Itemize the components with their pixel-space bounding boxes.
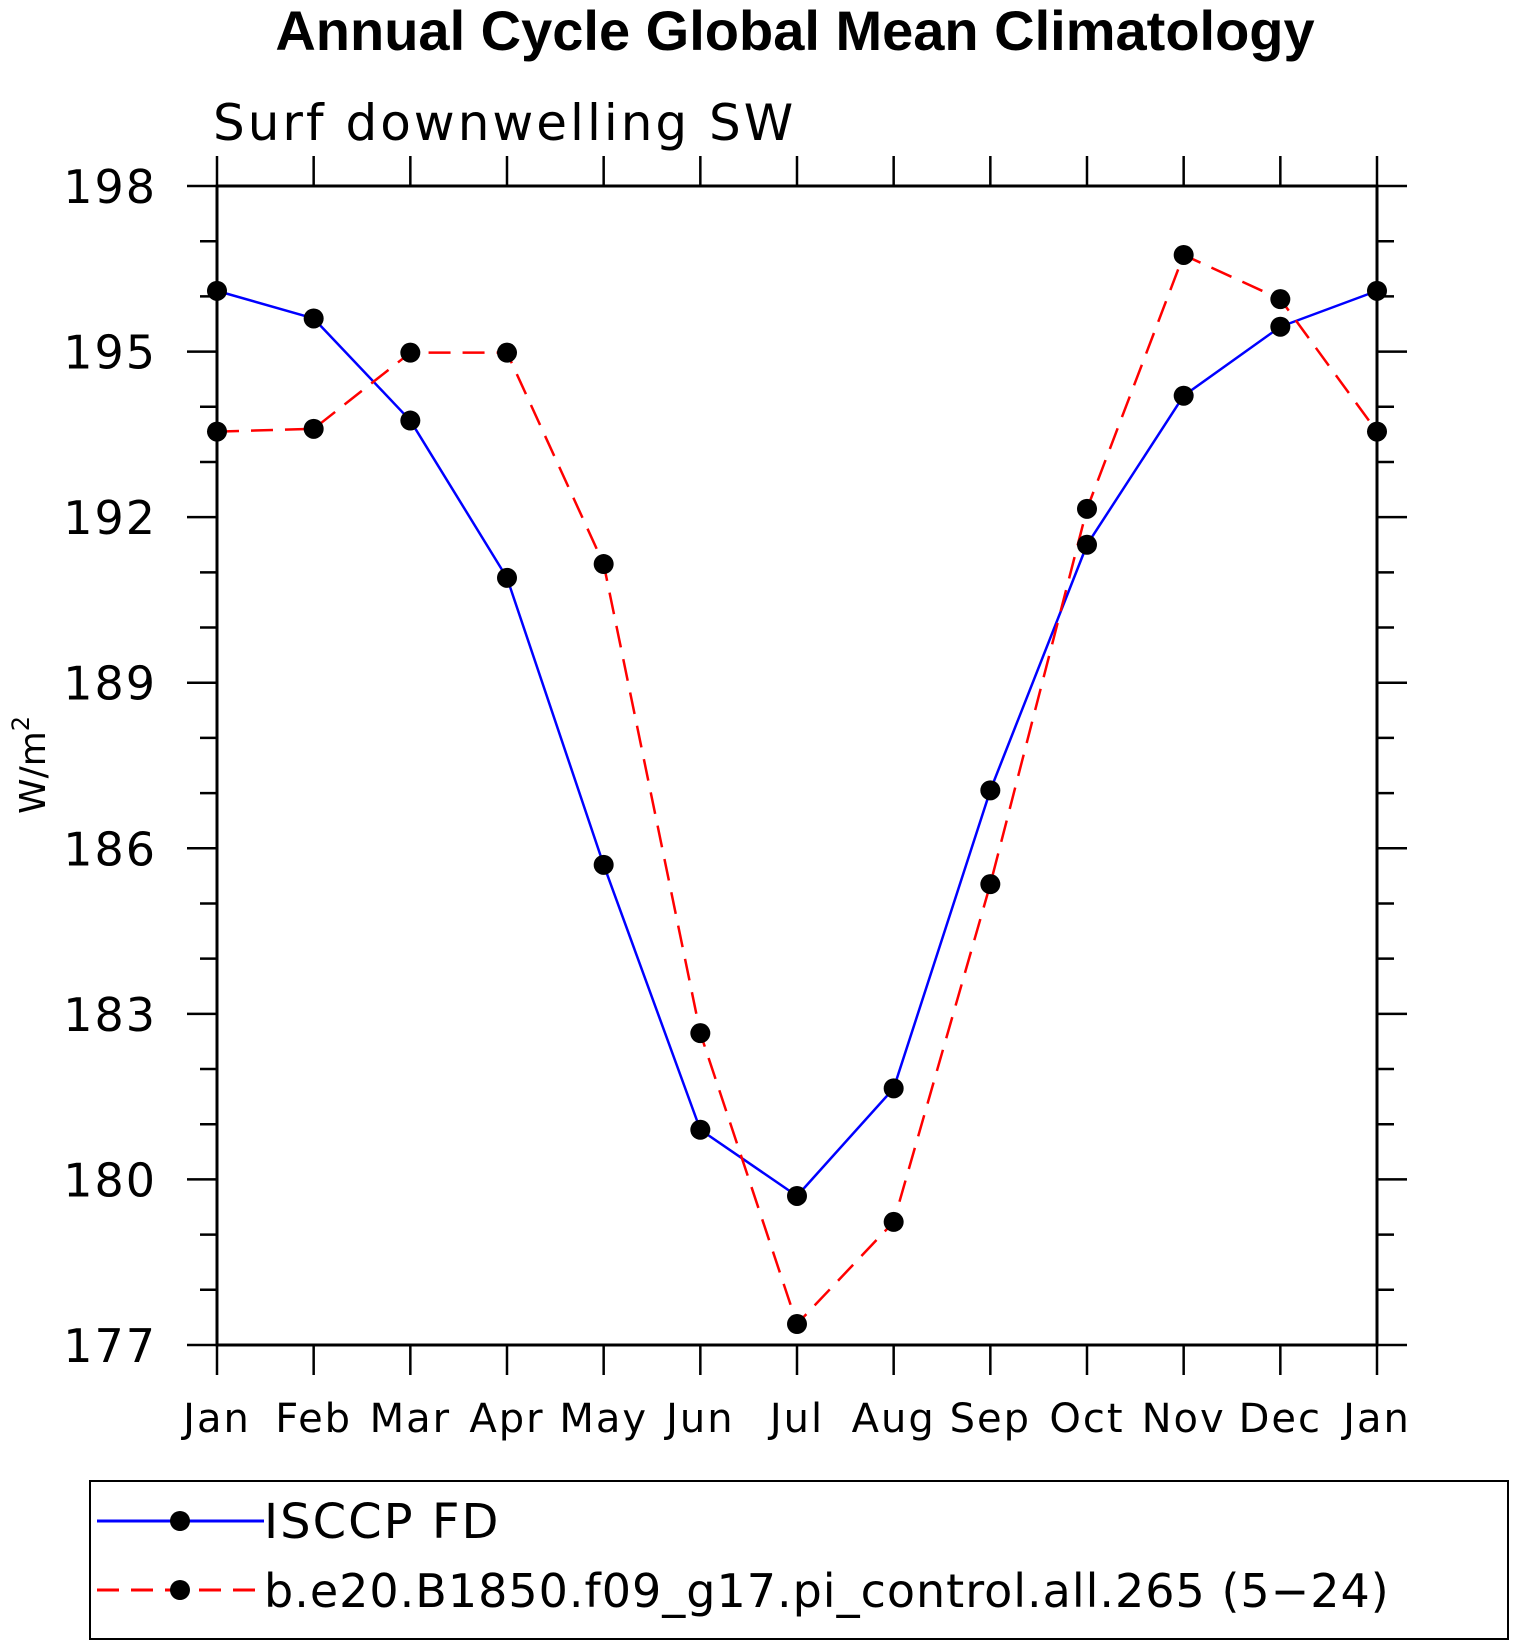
legend-marker-model [170, 1580, 190, 1600]
legend-marker-isccp [170, 1511, 190, 1531]
data-point-series-1 [497, 342, 517, 363]
legend-label-isccp: ISCCP FD [264, 1494, 500, 1550]
data-point-series-1 [1077, 498, 1097, 519]
data-point-series-1 [1173, 244, 1194, 265]
legend-box [89, 1480, 1509, 1640]
x-tick-label: Feb [275, 1396, 352, 1442]
y-tick-labels: 177 180 183 186 189 192 195 198 [63, 160, 157, 1373]
y-tick-label: 198 [63, 160, 157, 214]
x-tick-labels: Jan Feb Mar Apr May Jun Jul Aug Sep Oct Nov Dec Jan [180, 1396, 1411, 1442]
data-point-series-0 [980, 780, 1001, 801]
series-line-1 [216, 253, 1379, 1326]
y-tick-label: 189 [63, 657, 157, 711]
data-point-series-1 [303, 418, 324, 439]
data-point-series-1 [1270, 289, 1291, 310]
x-tick-label: Mar [370, 1396, 451, 1442]
data-point-series-0 [1173, 385, 1194, 406]
data-point-series-0 [400, 410, 421, 431]
legend: ISCCP FD b.e20.B1850.f09_g17.pi_control.… [89, 1480, 1509, 1640]
y-axis-label-text: W/m [13, 731, 54, 814]
y-tick-label: 195 [63, 326, 157, 380]
x-tick-label: Jul [767, 1396, 824, 1442]
x-tick-label: Sep [950, 1396, 1031, 1442]
data-point-series-0 [593, 854, 614, 875]
y-tick-label: 180 [63, 1153, 157, 1207]
data-point-series-0 [497, 567, 517, 588]
y-tick-label: 186 [63, 822, 157, 876]
series-layer [207, 244, 1387, 1335]
x-tick-label: May [559, 1396, 648, 1442]
chart-subtitle: Surf downwelling SW [213, 94, 796, 152]
data-point-series-0 [1270, 316, 1291, 337]
x-tick-label: Jun [663, 1396, 735, 1442]
x-tick-label: Apr [469, 1396, 544, 1442]
y-tick-label: 177 [63, 1319, 157, 1373]
data-point-series-1 [980, 874, 1001, 895]
data-point-series-0 [1077, 534, 1097, 555]
x-tick-label: Oct [1049, 1396, 1124, 1442]
data-point-series-1 [593, 554, 614, 575]
x-tick-label: Aug [852, 1396, 936, 1442]
data-point-series-1 [787, 1314, 807, 1335]
data-point-series-0 [787, 1185, 807, 1206]
x-tick-label: Nov [1142, 1396, 1226, 1442]
data-point-series-1 [690, 1023, 711, 1044]
data-point-series-1 [883, 1211, 904, 1232]
legend-label-model: b.e20.B1850.f09_g17.pi_control.all.265 (… [264, 1564, 1390, 1618]
data-point-series-0 [883, 1078, 904, 1099]
x-tick-label: Dec [1239, 1396, 1322, 1442]
y-axis-label-superscript: 2 [7, 716, 35, 731]
axis-ticks [187, 156, 1407, 1375]
data-point-series-0 [303, 308, 324, 329]
plot-frame [215, 184, 1379, 1347]
series-line-0 [216, 289, 1378, 1198]
y-tick-label: 192 [63, 491, 157, 545]
data-point-series-0 [690, 1119, 711, 1140]
x-tick-label: Jan [180, 1396, 251, 1442]
y-axis-label: W/m2 [7, 716, 54, 814]
chart-title: Annual Cycle Global Mean Climatology [275, 0, 1314, 62]
x-tick-label: Jan [1340, 1396, 1411, 1442]
data-point-series-1 [400, 342, 421, 363]
y-tick-label: 183 [63, 988, 157, 1042]
